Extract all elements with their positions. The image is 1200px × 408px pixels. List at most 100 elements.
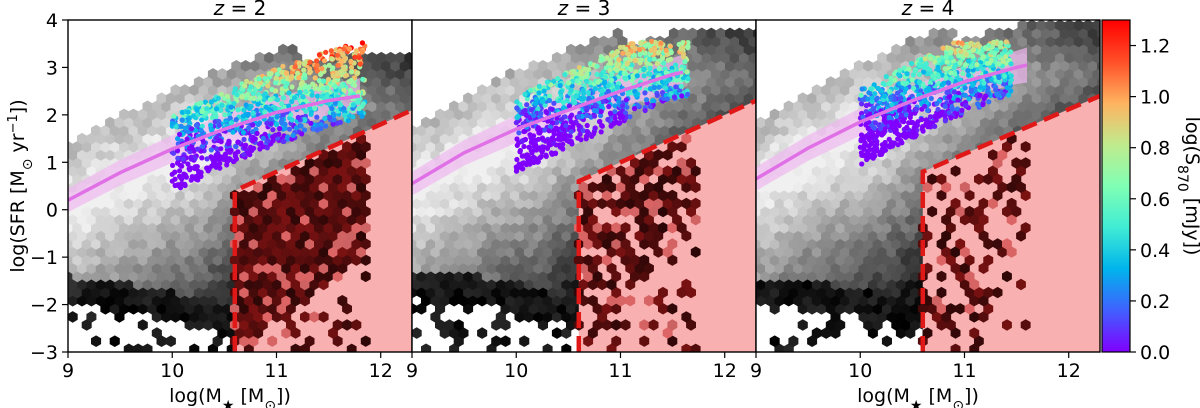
density-hex	[580, 149, 591, 161]
density-hex	[175, 92, 186, 104]
quiescent-hex	[597, 278, 608, 291]
quiescent-hex	[611, 205, 622, 218]
density-hex	[509, 238, 520, 250]
density-hex	[495, 213, 506, 226]
density-hex	[537, 173, 548, 185]
density-hex	[179, 84, 190, 96]
smg-point	[570, 121, 576, 128]
quiescent-hex	[309, 165, 320, 177]
smg-point	[514, 136, 520, 142]
density-hex	[142, 351, 144, 352]
smg-point	[551, 100, 557, 106]
density-hex	[691, 351, 694, 352]
density-hex	[491, 108, 502, 121]
density-hex	[409, 61, 412, 71]
density-hex	[556, 303, 567, 315]
density-hex	[217, 294, 228, 307]
quiescent-hex	[360, 189, 371, 202]
quiescent-hex	[601, 189, 612, 202]
quiescent-hex	[630, 205, 640, 218]
density-hex	[385, 68, 396, 80]
density-hex	[207, 351, 209, 352]
density-hex	[477, 327, 488, 339]
smg-point	[171, 150, 177, 156]
density-hex	[715, 43, 726, 56]
smg-point	[653, 40, 659, 46]
density-hex	[128, 108, 139, 121]
smg-point	[331, 117, 337, 123]
smg-point	[216, 118, 222, 124]
density-hex	[137, 303, 148, 315]
smg-point	[586, 67, 592, 73]
quiescent-hex	[248, 254, 259, 266]
quiescent-hex	[601, 254, 612, 266]
density-hex	[505, 165, 516, 177]
density-hex	[495, 246, 506, 258]
density-hex	[491, 222, 502, 234]
density-hex	[500, 286, 511, 299]
density-hex	[682, 351, 684, 352]
smg-point	[216, 122, 222, 128]
density-hex	[463, 92, 474, 104]
density-hex	[147, 108, 158, 121]
density-hex	[566, 205, 576, 218]
density-hex	[509, 222, 520, 234]
smg-point	[335, 52, 341, 58]
density-hex	[133, 294, 144, 307]
quiescent-hex	[620, 222, 631, 234]
density-hex	[523, 311, 534, 323]
quiescent-hex	[676, 222, 687, 234]
smg-point	[256, 141, 263, 147]
density-hex	[142, 197, 153, 210]
density-hex	[472, 205, 483, 218]
quiescent-hex	[620, 189, 631, 202]
quiescent-hex	[653, 295, 664, 307]
quiescent-hex	[248, 286, 259, 299]
density-hex	[421, 197, 432, 210]
density-hex	[189, 84, 200, 96]
smg-point	[307, 59, 313, 65]
density-hex	[72, 205, 83, 218]
quiescent-hex	[658, 303, 668, 315]
density-hex	[381, 92, 391, 104]
density-hex	[128, 303, 139, 315]
density-hex	[416, 303, 427, 315]
density-hex	[175, 222, 186, 234]
density-hex	[519, 270, 530, 283]
density-hex	[453, 319, 464, 331]
density-hex	[371, 108, 382, 121]
density-hex	[687, 108, 698, 121]
quiescent-hex	[332, 319, 343, 331]
smg-point	[561, 105, 567, 111]
smg-point	[273, 75, 279, 81]
quiescent-hex	[290, 262, 301, 274]
quiescent-hex	[314, 222, 324, 234]
smg-point	[360, 101, 366, 107]
density-hex	[133, 262, 144, 275]
quiescent-hex	[620, 238, 631, 250]
smg-point	[233, 144, 239, 150]
smg-point	[232, 151, 238, 157]
density-hex	[119, 222, 130, 234]
quiescent-hex	[592, 222, 603, 234]
density-hex	[444, 124, 455, 137]
density-hex	[161, 262, 172, 275]
smg-point	[265, 83, 271, 89]
density-hex	[458, 100, 469, 113]
density-hex	[72, 254, 83, 266]
density-hex	[142, 262, 153, 275]
smg-point	[607, 110, 614, 116]
density-hex	[430, 197, 441, 210]
density-hex	[753, 28, 756, 39]
quiescent-hex	[286, 319, 296, 331]
density-hex	[430, 262, 441, 275]
quiescent-hex	[248, 303, 259, 315]
density-hex	[575, 157, 586, 169]
smg-point	[536, 90, 542, 96]
density-hex	[114, 262, 125, 275]
quiescent-hex	[300, 343, 310, 352]
x-axis-label: log(M★ [M⊙])	[169, 385, 291, 408]
smg-point	[218, 146, 224, 152]
quiescent-hex	[318, 214, 329, 226]
density-hex	[753, 61, 756, 71]
